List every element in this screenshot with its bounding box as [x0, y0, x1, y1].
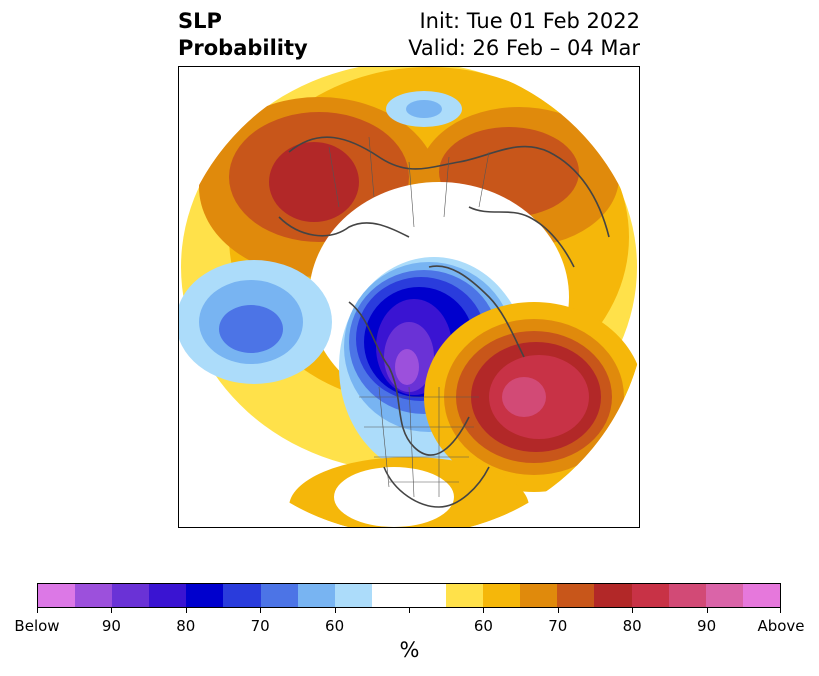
- colorbar-tick: [483, 608, 485, 613]
- polar-map-svg: [179, 67, 639, 527]
- probability-subtitle: Probability: [178, 36, 308, 60]
- colorbar-tick-label: 90: [101, 617, 121, 635]
- colorbar-tick-label: 70: [250, 617, 270, 635]
- colorbar-unit: %: [399, 638, 420, 662]
- colorbar-tick: [185, 608, 187, 613]
- colorbar-segment: [223, 584, 261, 607]
- coastlines: [278, 136, 610, 508]
- title-block-right: Init: Tue 01 Feb 2022 Valid: 26 Feb – 04…: [408, 8, 640, 62]
- colorbar-segment: [75, 584, 113, 607]
- colorbar-tick-label: 60: [473, 617, 493, 635]
- colorbar-segment: [446, 584, 484, 607]
- init-date: Init: Tue 01 Feb 2022: [419, 9, 640, 33]
- colorbar-tick: [334, 608, 336, 613]
- colorbar-segment: [260, 584, 298, 607]
- colorbar-tick: [37, 608, 38, 613]
- colorbar-tick: [111, 608, 113, 613]
- colorbar-tick-label: 90: [697, 617, 717, 635]
- colorbar-tick-label: 80: [176, 617, 196, 635]
- colorbar-segment: [594, 584, 632, 607]
- anomaly-field: [179, 67, 639, 527]
- colorbar-segment: [371, 584, 447, 607]
- probability-map: [178, 66, 640, 528]
- colorbar-ticks: Below 90 80 70 60 60 70 80 90 Above: [14, 608, 805, 638]
- colorbar-tick-label: Above: [757, 617, 805, 635]
- colorbar-segment: [705, 584, 743, 607]
- colorbar-segment: [557, 584, 595, 607]
- colorbar-tick-label: 80: [622, 617, 642, 635]
- colorbar-segment: [631, 584, 669, 607]
- valid-range: Valid: 26 Feb – 04 Mar: [408, 36, 640, 60]
- colorbar-segment: [149, 584, 187, 607]
- colorbar-tick-label: 70: [548, 617, 568, 635]
- colorbar-tick: [632, 608, 634, 613]
- colorbar-segment: [38, 584, 76, 607]
- variable-title: SLP: [178, 9, 222, 33]
- colorbar-segment: [297, 584, 335, 607]
- borders: [328, 136, 490, 498]
- colorbar-tick-label: Below: [14, 617, 60, 635]
- colorbar-segment: [483, 584, 521, 607]
- colorbar-tick-label: 60: [325, 617, 345, 635]
- colorbar-segment: [520, 584, 558, 607]
- colorbar-segment: [112, 584, 150, 607]
- colorbar-tick: [706, 608, 708, 613]
- title-block-left: SLP Probability: [178, 8, 308, 62]
- colorbar-tick: [409, 608, 410, 613]
- colorbar-tick: [260, 608, 262, 613]
- colorbar-tick: [557, 608, 559, 613]
- colorbar-tick: [780, 608, 781, 613]
- colorbar-segment: [668, 584, 706, 607]
- domain-mask: [179, 67, 639, 527]
- colorbar-segment: [742, 584, 780, 607]
- colorbar-segment: [186, 584, 224, 607]
- colorbar: [37, 583, 781, 608]
- colorbar-segment: [334, 584, 372, 607]
